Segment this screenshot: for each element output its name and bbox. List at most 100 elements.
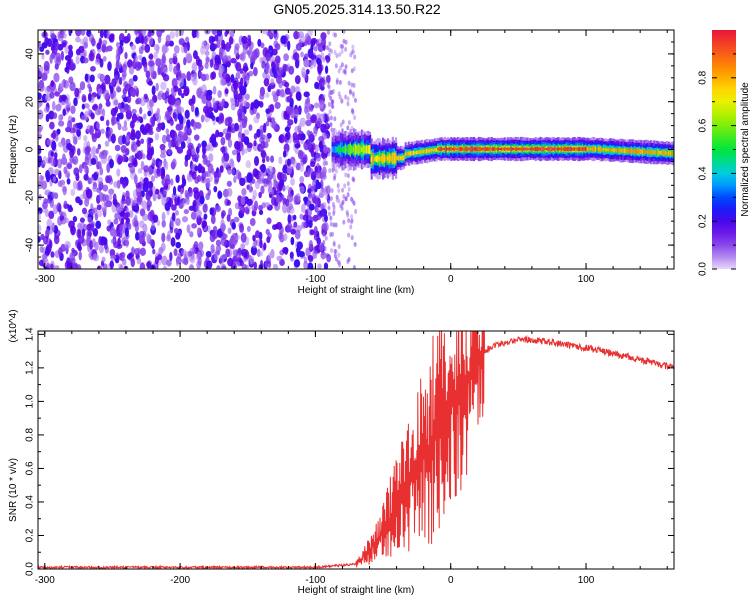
- noise-cell: [210, 167, 215, 175]
- noise-cell: [145, 232, 150, 240]
- noise-cell: [175, 210, 179, 216]
- noise-cell: [38, 259, 45, 267]
- noise-cell: [226, 180, 232, 187]
- signal-cell: [614, 148, 617, 153]
- noise-cell: [92, 227, 99, 237]
- noise-cell: [209, 58, 214, 68]
- noise-cell: [104, 74, 111, 85]
- signal-cell: [570, 147, 573, 151]
- x-tick-label: -200: [170, 274, 190, 285]
- signal-cell: [412, 150, 416, 156]
- noise-cell: [327, 205, 331, 211]
- signal-cell: [336, 146, 339, 153]
- signal-cell: [456, 147, 459, 151]
- noise-cell: [125, 211, 130, 218]
- noise-cell: [38, 98, 42, 109]
- noise-cell: [323, 246, 327, 252]
- noise-cell: [316, 57, 321, 65]
- noise-cell: [346, 212, 350, 218]
- noise-cell: [286, 95, 293, 103]
- noise-cell: [333, 116, 337, 122]
- noise-cell: [168, 57, 174, 65]
- noise-cell: [341, 187, 345, 193]
- signal-cell: [562, 147, 565, 151]
- noise-cell: [308, 239, 314, 250]
- noise-cell: [60, 180, 65, 188]
- noise-cell: [346, 173, 350, 179]
- noise-cell: [205, 55, 210, 65]
- noise-cell: [253, 156, 260, 167]
- noise-cell: [300, 51, 304, 58]
- noise-cell: [181, 258, 187, 264]
- noise-cell: [327, 151, 331, 157]
- signal-cell: [573, 147, 576, 151]
- noise-cell: [188, 264, 195, 269]
- noise-cell: [283, 143, 290, 153]
- noise-cell: [123, 153, 128, 162]
- noise-cell: [41, 53, 45, 60]
- signal-cell: [627, 149, 630, 153]
- signal-cell: [589, 147, 593, 151]
- noise-cell: [80, 30, 86, 36]
- noise-cell: [299, 162, 305, 173]
- noise-cell: [126, 104, 131, 114]
- noise-cell: [53, 235, 60, 245]
- noise-cell: [283, 53, 289, 62]
- noise-cell: [195, 30, 200, 39]
- noise-cell: [261, 30, 267, 35]
- noise-cell: [180, 30, 184, 36]
- noise-cell: [352, 264, 356, 269]
- noise-cell: [202, 147, 207, 155]
- noise-cell: [327, 211, 331, 217]
- noise-cell: [119, 223, 126, 235]
- noise-cell: [256, 128, 261, 138]
- noise-cell: [258, 172, 265, 182]
- noise-cell: [163, 66, 169, 74]
- noise-cell: [60, 81, 64, 91]
- noise-cell: [187, 127, 192, 135]
- noise-cell: [340, 62, 344, 68]
- noise-cell: [67, 120, 73, 130]
- noise-cell: [266, 236, 271, 244]
- noise-cell: [98, 37, 103, 47]
- noise-cell: [121, 73, 126, 81]
- noise-cell: [145, 70, 151, 79]
- noise-cell: [74, 87, 80, 98]
- signal-cell: [549, 146, 552, 152]
- noise-cell: [231, 149, 238, 156]
- signal-cell: [654, 151, 657, 154]
- noise-cell: [315, 179, 320, 188]
- signal-cell: [344, 144, 347, 155]
- noise-cell: [247, 50, 255, 60]
- signal-cell: [558, 147, 562, 151]
- signal-cell: [429, 148, 432, 153]
- noise-cell: [230, 123, 235, 131]
- noise-cell: [112, 193, 117, 202]
- noise-cell: [221, 145, 226, 155]
- signal-cell: [485, 147, 489, 151]
- noise-cell: [68, 49, 74, 59]
- signal-cell: [333, 146, 336, 153]
- noise-cell: [215, 116, 220, 123]
- signal-cell: [520, 147, 523, 151]
- noise-cell: [353, 241, 357, 247]
- noise-cell: [307, 167, 314, 175]
- y-tick-label: 0.2: [25, 528, 36, 542]
- signal-cell: [596, 147, 599, 151]
- signal-cell: [505, 147, 508, 151]
- noise-cell: [143, 165, 149, 173]
- noise-cell: [243, 206, 250, 214]
- noise-cell: [290, 228, 297, 235]
- y-tick-label: -40: [25, 237, 36, 252]
- noise-cell: [166, 111, 172, 121]
- noise-cell: [330, 247, 334, 253]
- signal-cell: [581, 147, 584, 152]
- signal-cell: [638, 149, 641, 154]
- signal-cell: [672, 151, 674, 155]
- noise-cell: [44, 228, 51, 237]
- noise-cell: [324, 160, 328, 166]
- noise-cell: [208, 153, 214, 163]
- noise-cell: [303, 256, 308, 265]
- noise-cell: [51, 140, 57, 151]
- noise-cell: [72, 133, 76, 141]
